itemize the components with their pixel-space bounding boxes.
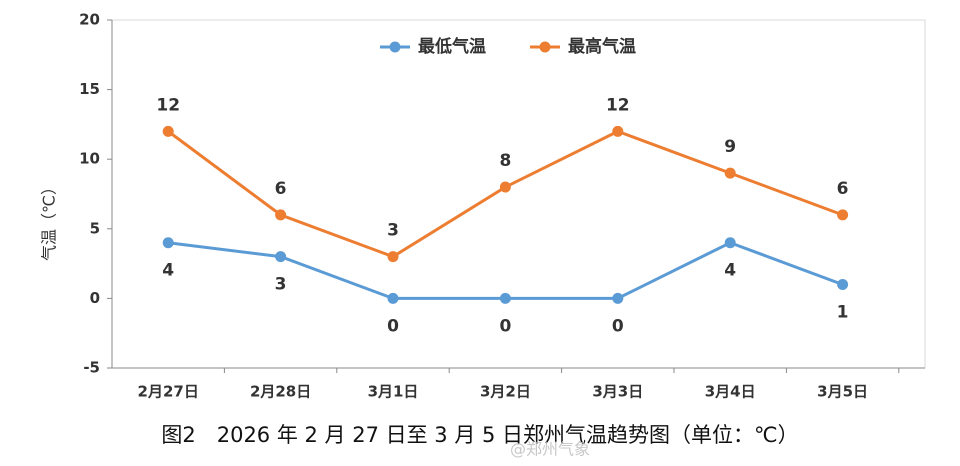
data-label: 0 (612, 316, 624, 336)
data-label: 6 (275, 179, 287, 199)
legend-label: 最高气温 (568, 36, 636, 57)
data-label: 12 (156, 95, 180, 115)
x-tick-label: 3月2日 (480, 383, 531, 401)
data-label: 4 (724, 261, 736, 281)
data-label: 3 (275, 275, 287, 295)
data-label: 4 (162, 261, 174, 281)
y-tick-label: 0 (90, 289, 100, 307)
point (275, 251, 287, 263)
point (499, 292, 511, 304)
series-line (168, 241, 844, 300)
data-label: 1 (837, 302, 849, 322)
legend-marker (539, 41, 551, 53)
y-tick-label: 15 (79, 80, 100, 98)
x-tick-label: 3月4日 (705, 383, 756, 401)
data-label: 6 (837, 179, 849, 199)
point (837, 278, 849, 290)
data-label: 8 (499, 151, 511, 171)
point (387, 251, 399, 263)
legend-marker (389, 41, 401, 53)
point (612, 292, 624, 304)
legend-label: 最低气温 (418, 36, 486, 57)
x-tick-label: 3月3日 (592, 383, 643, 401)
data-label: 0 (387, 316, 399, 336)
point (275, 209, 287, 221)
y-tick-label: 5 (90, 219, 100, 237)
watermark: @郑州气象 (510, 440, 590, 459)
data-label: 9 (724, 137, 736, 157)
y-tick-label: 10 (79, 150, 100, 168)
point (837, 209, 849, 221)
point (387, 292, 399, 304)
point (162, 125, 174, 137)
point (612, 125, 624, 137)
point (162, 237, 174, 249)
data-label: 3 (387, 221, 399, 241)
data-label: 12 (606, 95, 630, 115)
x-tick-label: 3月5日 (817, 383, 868, 401)
y-tick-label: -5 (83, 359, 100, 377)
y-tick-label: 20 (79, 11, 100, 29)
x-tick-label: 2月28日 (250, 383, 311, 401)
point (499, 181, 511, 193)
point (724, 237, 736, 249)
point (724, 167, 736, 179)
data-label: 0 (499, 316, 511, 336)
x-tick-label: 2月27日 (138, 383, 199, 401)
x-tick-label: 3月1日 (368, 383, 419, 401)
y-axis-label: 气温（℃） (40, 179, 59, 261)
plot-frame (111, 19, 926, 369)
caption: 图2 2026 年 2 月 27 日至 3 月 5 日郑州气温趋势图（单位：℃） (161, 423, 798, 447)
